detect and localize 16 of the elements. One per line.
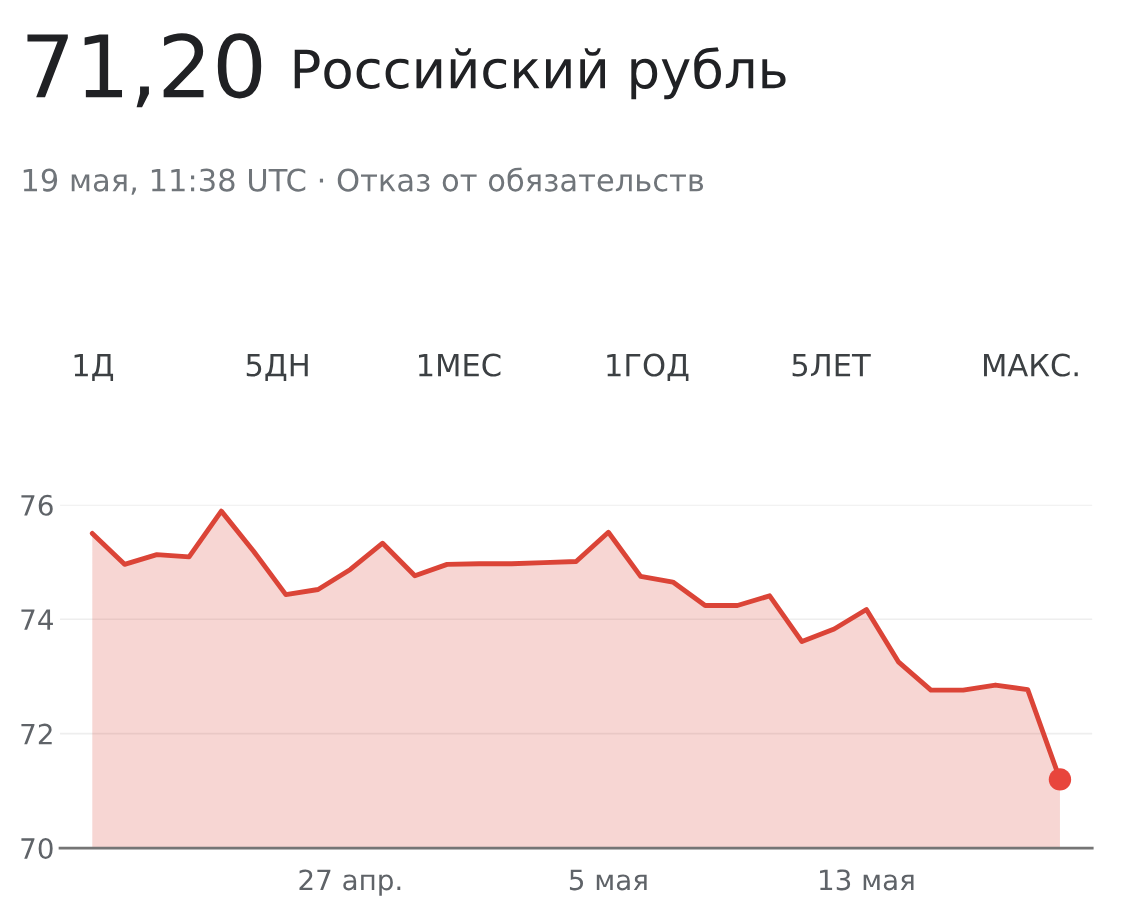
x-tick-label: 13 мая (820, 869, 914, 891)
text: МАКС. (984, 353, 1078, 377)
text: 5ЛЕТ (792, 353, 871, 377)
text: 1Д (74, 353, 114, 381)
y-tick-label: 74 (21, 609, 53, 630)
chart-subtitle: Российский рубль (294, 47, 786, 100)
text: 19 мая, 11:38 UTC · Отказ от обязательств (23, 167, 704, 195)
chart-title: 71,20 (27, 33, 262, 108)
text: 1ГОД (607, 353, 689, 381)
text: 5ДН (246, 353, 308, 381)
text: 1МЕС (419, 353, 501, 377)
x-tick-label: 5 мая (569, 869, 647, 891)
y-tick-label: 70 (21, 838, 53, 860)
x-tick-label: 27 апр. (299, 869, 401, 896)
y-tick-label: 72 (21, 723, 52, 745)
y-tick-label: 76 (21, 494, 53, 516)
